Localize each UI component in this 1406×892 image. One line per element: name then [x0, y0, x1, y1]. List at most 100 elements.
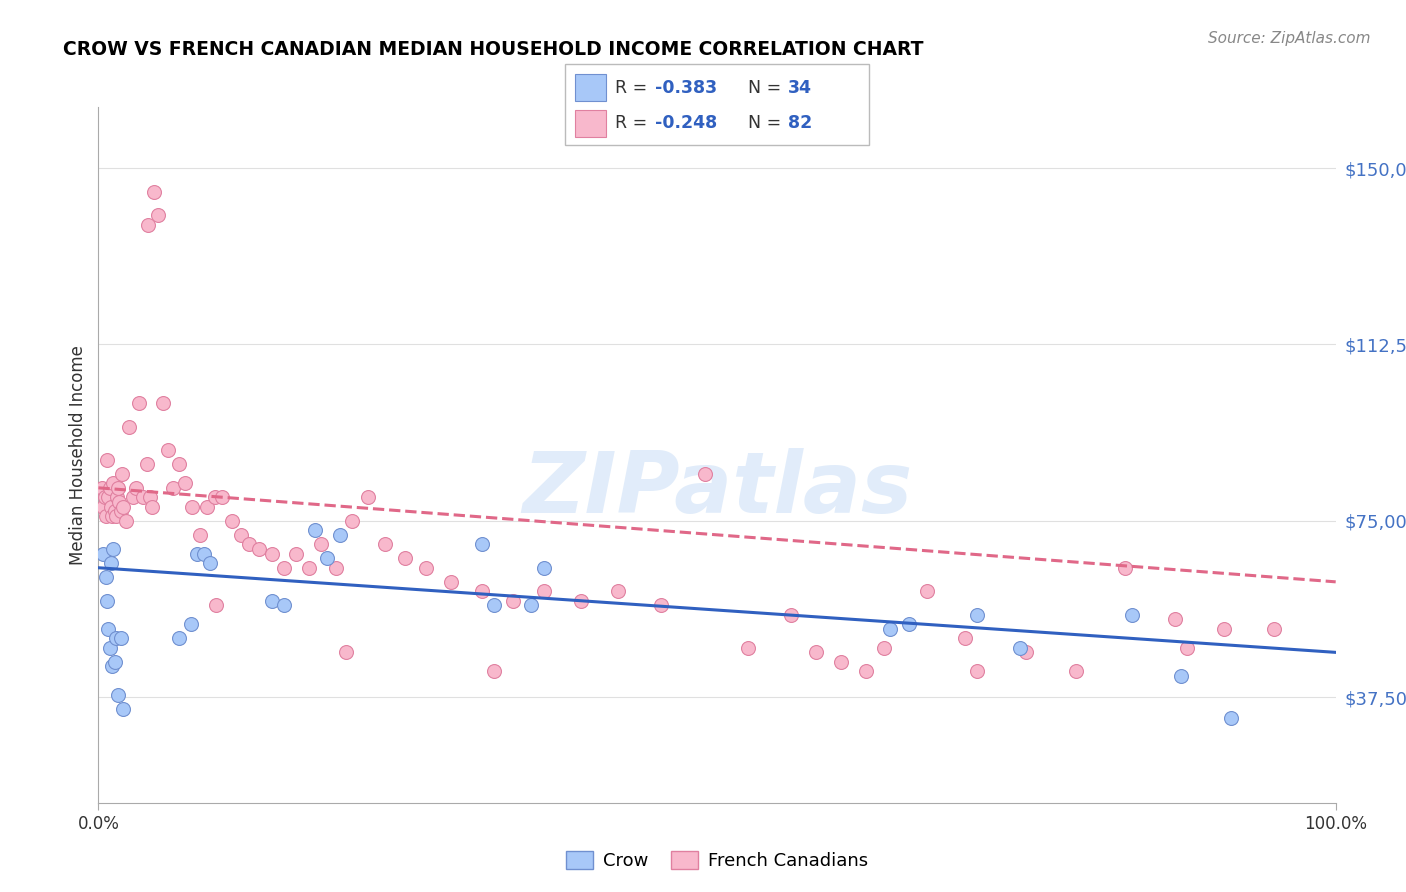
Point	[415, 560, 437, 574]
Point	[298, 560, 321, 574]
Point	[167, 632, 190, 646]
Point	[104, 509, 127, 524]
Point	[136, 218, 159, 232]
Point	[830, 655, 852, 669]
Point	[100, 556, 122, 570]
Point	[804, 645, 827, 659]
Point	[569, 593, 592, 607]
Point	[112, 702, 135, 716]
Point	[94, 570, 117, 584]
Point	[1263, 622, 1285, 636]
Point	[471, 537, 494, 551]
Point	[141, 500, 163, 514]
Point	[162, 481, 184, 495]
Point	[335, 645, 357, 659]
Point	[304, 523, 326, 537]
Text: N =: N =	[748, 78, 787, 97]
Point	[1213, 622, 1236, 636]
Point	[260, 547, 283, 561]
Point	[1064, 664, 1087, 678]
Point	[107, 688, 129, 702]
Point	[96, 452, 118, 467]
Point	[107, 481, 129, 495]
Point	[1114, 560, 1136, 574]
Point	[97, 622, 120, 636]
Point	[98, 640, 121, 655]
Point	[953, 632, 976, 646]
Point	[93, 500, 115, 514]
Text: CROW VS FRENCH CANADIAN MEDIAN HOUSEHOLD INCOME CORRELATION CHART: CROW VS FRENCH CANADIAN MEDIAN HOUSEHOLD…	[63, 40, 924, 59]
Point	[181, 500, 204, 514]
Text: N =: N =	[748, 114, 787, 132]
Point	[1170, 669, 1192, 683]
Text: 34: 34	[789, 78, 813, 97]
Point	[128, 396, 150, 410]
Point	[1175, 640, 1198, 655]
Point	[374, 537, 396, 551]
Point	[94, 509, 117, 524]
Point	[273, 599, 295, 613]
Point	[966, 607, 988, 622]
Point	[1010, 640, 1032, 655]
Point	[440, 574, 463, 589]
Point	[193, 547, 215, 561]
Point	[103, 655, 125, 669]
Point	[105, 490, 128, 504]
Point	[97, 490, 120, 504]
Point	[650, 599, 672, 613]
Point	[108, 495, 131, 509]
Point	[174, 476, 197, 491]
Point	[221, 514, 243, 528]
Point	[98, 481, 121, 495]
Point	[285, 547, 308, 561]
Point	[897, 617, 920, 632]
Point	[195, 500, 218, 514]
Point	[114, 514, 136, 528]
Text: R =: R =	[614, 78, 652, 97]
Point	[110, 504, 132, 518]
Point	[211, 490, 233, 504]
Point	[135, 458, 157, 472]
Point	[112, 500, 135, 514]
Point	[1015, 645, 1038, 659]
Text: Source: ZipAtlas.com: Source: ZipAtlas.com	[1208, 31, 1371, 46]
Point	[122, 490, 145, 504]
Point	[693, 467, 716, 481]
Legend: Crow, French Canadians: Crow, French Canadians	[558, 844, 876, 877]
Point	[139, 490, 162, 504]
Point	[101, 509, 124, 524]
Point	[188, 528, 211, 542]
Point	[394, 551, 416, 566]
Point	[229, 528, 252, 542]
Point	[340, 514, 363, 528]
Point	[103, 476, 125, 491]
Point	[917, 584, 939, 599]
Point	[520, 599, 543, 613]
Point	[879, 622, 901, 636]
Point	[198, 556, 221, 570]
Point	[146, 208, 169, 222]
Point	[111, 467, 134, 481]
Point	[91, 481, 114, 495]
Point	[873, 640, 896, 655]
Point	[1164, 612, 1187, 626]
Point	[533, 560, 555, 574]
Point	[273, 560, 295, 574]
Point	[110, 632, 132, 646]
Point	[329, 528, 352, 542]
Point	[855, 664, 877, 678]
Point	[966, 664, 988, 678]
FancyBboxPatch shape	[575, 74, 606, 102]
Point	[357, 490, 380, 504]
Y-axis label: Median Household Income: Median Household Income	[69, 345, 87, 565]
Point	[309, 537, 332, 551]
FancyBboxPatch shape	[565, 64, 869, 145]
Point	[484, 664, 506, 678]
Text: -0.248: -0.248	[655, 114, 717, 132]
Point	[1219, 711, 1241, 725]
Point	[238, 537, 260, 551]
Point	[316, 551, 339, 566]
Text: 82: 82	[789, 114, 813, 132]
Point	[607, 584, 630, 599]
Point	[180, 617, 202, 632]
